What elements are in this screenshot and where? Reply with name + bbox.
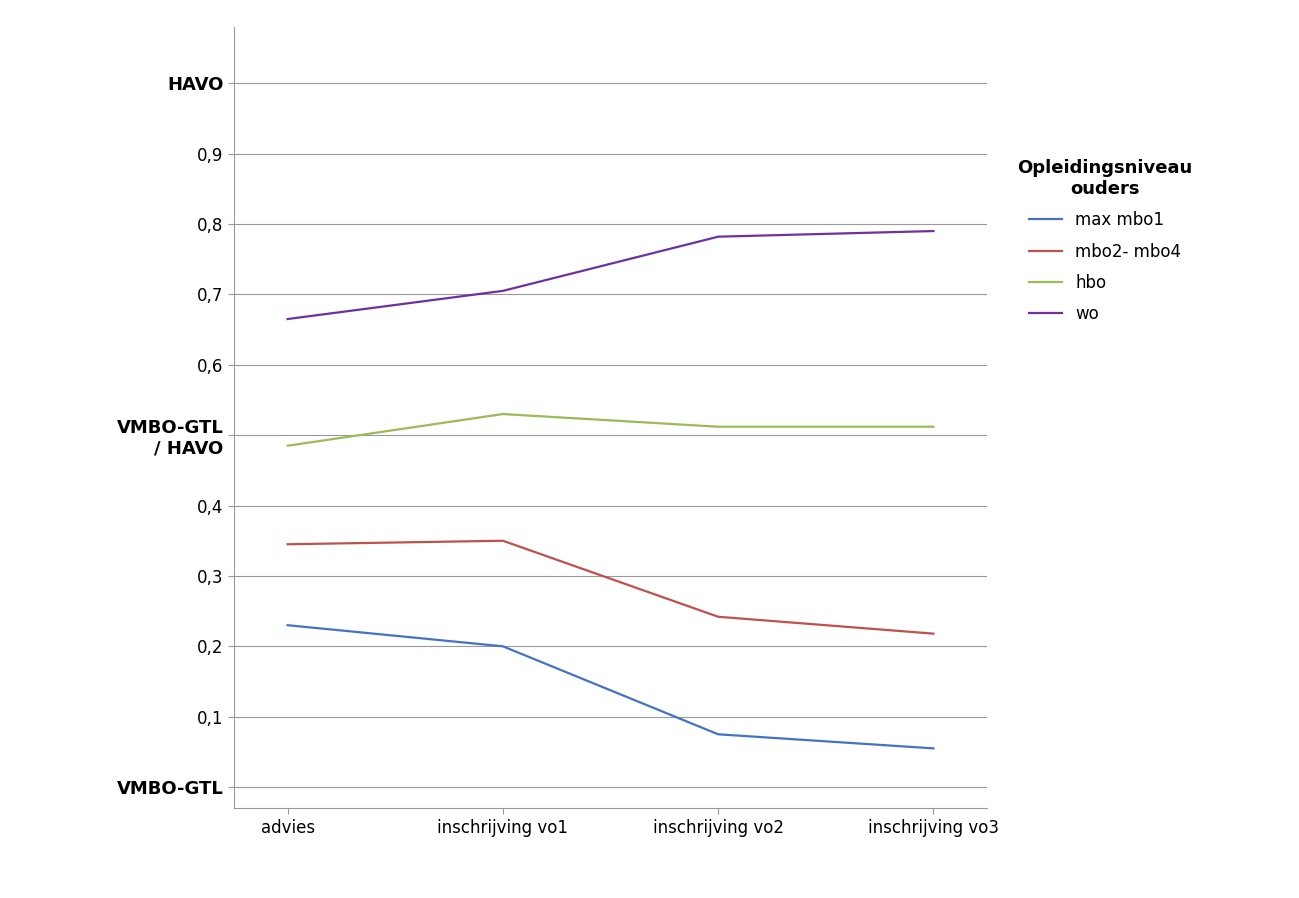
mbo2- mbo4 bbox=[711, 612, 726, 622]
mbo2- mbo4 bbox=[495, 535, 511, 546]
hbo bbox=[926, 421, 942, 432]
Legend: max mbo1, mbo2- mbo4, hbo, wo: max mbo1, mbo2- mbo4, hbo, wo bbox=[1011, 153, 1199, 330]
max mbo1 bbox=[279, 620, 295, 630]
wo bbox=[711, 232, 726, 242]
hbo bbox=[495, 409, 511, 419]
wo bbox=[279, 313, 295, 324]
Line: wo: wo bbox=[287, 231, 934, 319]
max mbo1 bbox=[926, 743, 942, 753]
max mbo1 bbox=[711, 729, 726, 740]
hbo bbox=[711, 421, 726, 432]
max mbo1 bbox=[495, 641, 511, 652]
Line: hbo: hbo bbox=[287, 414, 934, 445]
hbo bbox=[279, 440, 295, 451]
mbo2- mbo4 bbox=[926, 629, 942, 639]
wo bbox=[495, 286, 511, 296]
Line: max mbo1: max mbo1 bbox=[287, 625, 934, 748]
Line: mbo2- mbo4: mbo2- mbo4 bbox=[287, 541, 934, 634]
wo bbox=[926, 225, 942, 236]
mbo2- mbo4 bbox=[279, 539, 295, 550]
